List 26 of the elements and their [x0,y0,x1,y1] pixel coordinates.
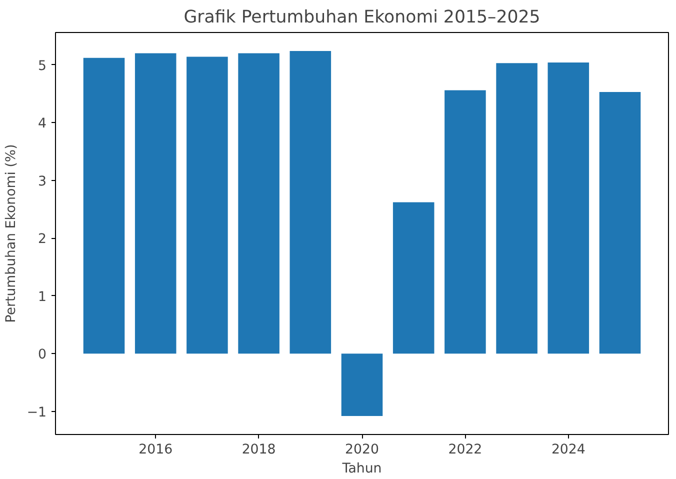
y-tick-label: 0 [38,348,47,363]
bar [134,53,176,354]
x-tick-label: 2022 [448,442,482,458]
y-tick-label: 4 [38,116,47,132]
bar [392,202,434,354]
bar [496,63,538,354]
bar [599,92,641,354]
y-tick-label: 1 [38,290,47,305]
x-axis-title: Tahun [341,462,382,476]
x-tick-label: 2018 [242,442,276,458]
bar [444,90,486,354]
y-tick-label: −1 [26,405,47,420]
bar [341,354,383,416]
y-tick-label: 2 [38,232,47,248]
x-tick-label: 2024 [551,442,586,458]
y-tick-label: 5 [38,58,47,74]
bar [238,53,280,354]
bar [186,56,228,354]
x-tick-label: 2020 [345,442,379,458]
bar [290,50,332,354]
x-tick-label: 2016 [138,442,173,458]
bar [548,62,590,354]
y-tick-label: 3 [38,174,47,190]
chart-title: Grafik Pertumbuhan Ekonomi 2015–2025 [184,8,540,28]
y-axis-title: Pertumbuhan Ekonomi (%) [4,144,19,323]
bar [83,58,125,354]
